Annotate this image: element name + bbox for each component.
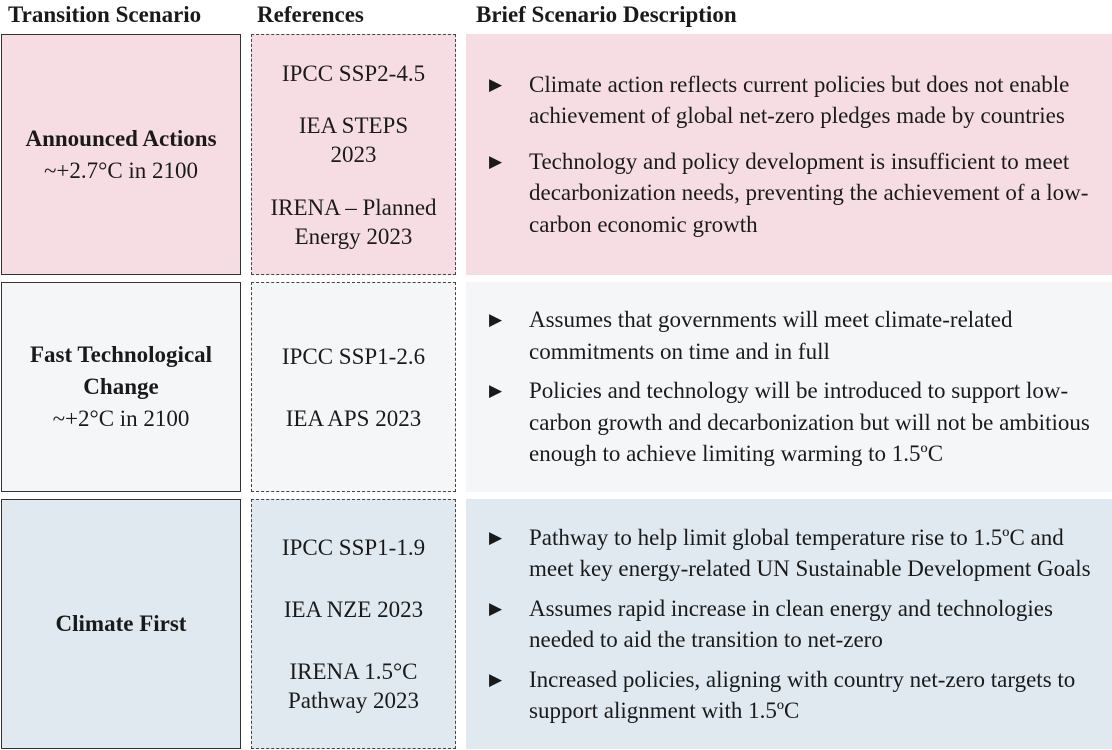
- scenario-temperature: ~+2°C in 2100: [52, 406, 190, 431]
- references-cell-fast-tech-change: IPCC SSP1-2.6 IEA APS 2023: [251, 282, 456, 492]
- reference-item: IPCC SSP2-4.5: [281, 60, 426, 86]
- bullet-text: Technology and policy development is ins…: [529, 148, 1089, 237]
- bullet-arrow-icon: ▶: [489, 527, 503, 547]
- header-references: References: [257, 2, 364, 27]
- references-cell-announced-actions: IPCC SSP2-4.5 IEA STEPS 2023 IRENA – Pla…: [251, 34, 456, 275]
- reference-item: IEA APS 2023: [285, 405, 422, 431]
- bullet-text: Assumes that governments will meet clima…: [529, 307, 1013, 364]
- scenario-title: Announced Actions: [25, 125, 217, 151]
- references-cell-climate-first: IPCC SSP1-1.9 IEA NZE 2023 IRENA 1.5°C P…: [251, 499, 456, 749]
- description-cell-fast-tech-change: ▶ Assumes that governments will meet cli…: [466, 282, 1112, 492]
- reference-item: IRENA – Planned Energy 2023: [270, 194, 437, 249]
- bullet-arrow-icon: ▶: [489, 151, 503, 171]
- description-cell-climate-first: ▶ Pathway to help limit global temperatu…: [466, 499, 1112, 749]
- description-bullet: ▶ Policies and technology will be introd…: [489, 375, 1102, 470]
- description-bullet: ▶ Assumes rapid increase in clean energy…: [489, 593, 1102, 656]
- header-transition-scenario: Transition Scenario: [8, 2, 202, 27]
- scenario-cell-fast-tech-change: Fast Technological Change ~+2°C in 2100: [1, 282, 241, 492]
- reference-item: IPCC SSP1-2.6: [281, 343, 426, 369]
- bullet-arrow-icon: ▶: [489, 74, 503, 94]
- scenario-cell-announced-actions: Announced Actions ~+2.7°C in 2100: [1, 34, 241, 275]
- description-bullet: ▶ Increased policies, aligning with coun…: [489, 664, 1102, 727]
- description-bullet: ▶ Pathway to help limit global temperatu…: [489, 522, 1102, 585]
- bullet-text: Policies and technology will be introduc…: [529, 378, 1090, 467]
- bullet-arrow-icon: ▶: [489, 598, 503, 618]
- reference-item: IPCC SSP1-1.9: [281, 535, 426, 560]
- bullet-text: Increased policies, aligning with countr…: [529, 666, 1076, 724]
- scenario-title: Fast Technological Change: [29, 342, 213, 399]
- reference-item: IEA STEPS 2023: [298, 113, 409, 167]
- header-brief-description: Brief Scenario Description: [476, 2, 737, 27]
- bullet-arrow-icon: ▶: [489, 669, 503, 689]
- bullet-text: Assumes rapid increase in clean energy a…: [529, 595, 1053, 653]
- bullet-arrow-icon: ▶: [489, 381, 503, 401]
- description-bullet: ▶ Assumes that governments will meet cli…: [489, 304, 1102, 367]
- reference-item: IEA NZE 2023: [283, 597, 424, 622]
- reference-item: IRENA 1.5°C Pathway 2023: [288, 659, 419, 713]
- bullet-text: Climate action reflects current policies…: [529, 71, 1070, 129]
- description-bullet: ▶ Technology and policy development is i…: [489, 146, 1102, 241]
- scenario-temperature: ~+2.7°C in 2100: [43, 157, 199, 183]
- scenario-title: Climate First: [55, 611, 187, 636]
- scenario-cell-climate-first: Climate First: [1, 499, 241, 749]
- bullet-arrow-icon: ▶: [489, 310, 503, 330]
- description-bullet: ▶ Climate action reflects current polici…: [489, 69, 1102, 132]
- description-cell-announced-actions: ▶ Climate action reflects current polici…: [466, 34, 1112, 275]
- bullet-text: Pathway to help limit global temperature…: [529, 524, 1091, 582]
